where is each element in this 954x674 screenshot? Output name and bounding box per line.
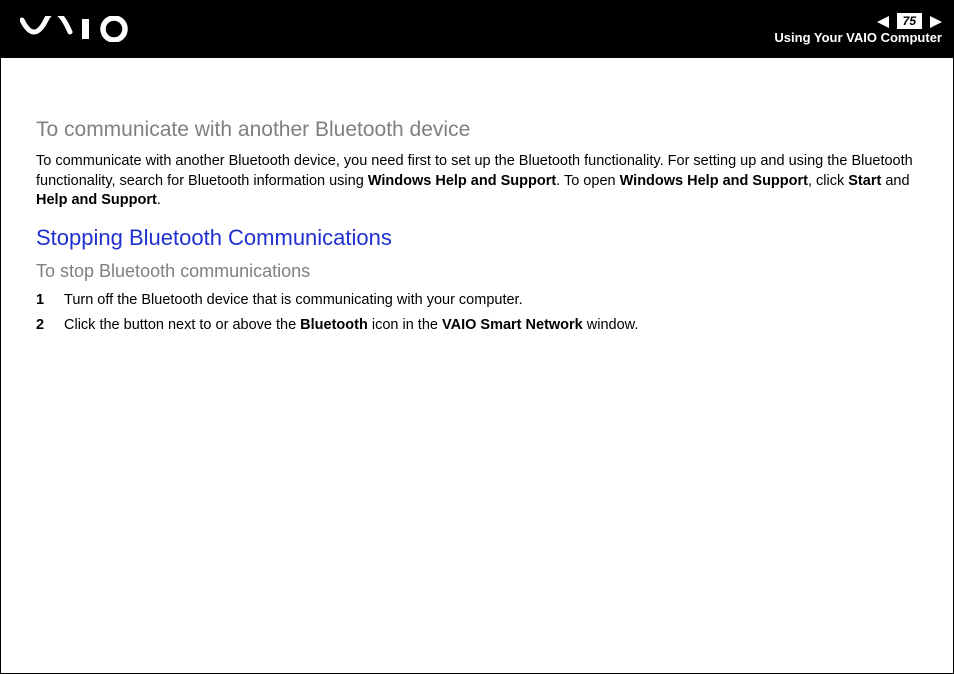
- bold-run: Help and Support: [36, 192, 157, 208]
- section-title: Using Your VAIO Computer: [774, 30, 942, 45]
- header-bar: 75 Using Your VAIO Computer: [0, 0, 954, 58]
- step-list: 1 Turn off the Bluetooth device that is …: [36, 290, 918, 338]
- step-number: 1: [36, 290, 64, 312]
- step-text: Turn off the Bluetooth device that is co…: [64, 290, 918, 312]
- bold-run: Start: [848, 173, 881, 189]
- text-run: . To open: [556, 173, 619, 189]
- step-text: Click the button next to or above the Bl…: [64, 315, 918, 337]
- bold-run: Windows Help and Support: [368, 173, 556, 189]
- text-run: and: [881, 173, 909, 189]
- step-item: 1 Turn off the Bluetooth device that is …: [36, 290, 918, 312]
- subheading-communicate: To communicate with another Bluetooth de…: [36, 118, 918, 142]
- content-area: To communicate with another Bluetooth de…: [0, 58, 954, 337]
- text-run: .: [157, 192, 161, 208]
- text-run: Click the button next to or above the: [64, 317, 300, 333]
- text-run: Turn off the Bluetooth device that is co…: [64, 292, 523, 308]
- header-right: 75 Using Your VAIO Computer: [774, 13, 942, 45]
- text-run: , click: [808, 173, 848, 189]
- bold-run: Bluetooth: [300, 317, 368, 333]
- step-item: 2 Click the button next to or above the …: [36, 315, 918, 337]
- text-run: window.: [583, 317, 639, 333]
- page-nav: 75: [877, 13, 942, 29]
- bold-run: Windows Help and Support: [620, 173, 808, 189]
- next-page-icon[interactable]: [924, 15, 942, 27]
- subheading-stop: To stop Bluetooth communications: [36, 261, 918, 282]
- bold-run: VAIO Smart Network: [442, 317, 583, 333]
- vaio-logo: [20, 16, 138, 42]
- step-number: 2: [36, 315, 64, 337]
- text-run: icon in the: [368, 317, 442, 333]
- heading-stopping: Stopping Bluetooth Communications: [36, 225, 918, 251]
- vaio-logo-svg: [20, 16, 138, 42]
- paragraph-communicate: To communicate with another Bluetooth de…: [36, 152, 918, 211]
- page-number: 75: [897, 13, 922, 29]
- prev-page-icon[interactable]: [877, 15, 895, 27]
